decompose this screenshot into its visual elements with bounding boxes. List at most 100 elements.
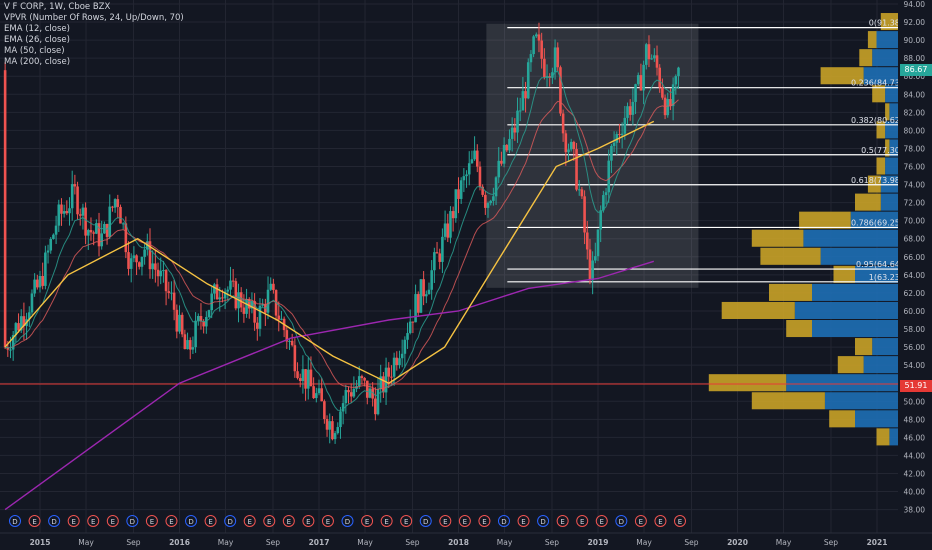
candle-body	[484, 194, 487, 208]
candle-body	[183, 334, 187, 350]
dividend-marker	[9, 515, 21, 527]
candle-body	[78, 214, 82, 216]
candle-body	[398, 358, 401, 366]
candle-body	[634, 84, 637, 102]
candle-body	[403, 339, 407, 354]
event-marker-label: E	[150, 518, 154, 526]
earnings-marker	[674, 515, 686, 527]
price-axis-label: 80.00	[904, 126, 926, 135]
time-axis-label: 2016	[169, 538, 190, 547]
dividend-marker	[537, 515, 550, 527]
candle-body	[564, 133, 568, 153]
candle-body	[459, 180, 463, 199]
candle-body	[561, 113, 565, 134]
candle-body	[315, 393, 318, 399]
price-axis-label: 60.00	[904, 307, 926, 316]
legend-indicator-ema26[interactable]: EMA (26, close)	[4, 35, 70, 45]
candle-body	[164, 270, 168, 292]
volume-profile-down-bar	[885, 103, 890, 121]
volume-profile-down-bar	[820, 67, 864, 85]
price-axis-label: 74.00	[904, 181, 926, 190]
event-marker-label: D	[12, 518, 17, 526]
candle-body	[100, 233, 104, 247]
candle-body	[344, 390, 348, 404]
candle-body	[534, 34, 538, 37]
candle-body	[156, 269, 160, 277]
legend-indicator-vpvr[interactable]: VPVR (Number Of Rows, 24, Up/Down, 70)	[4, 13, 184, 23]
event-marker-label: E	[326, 518, 330, 526]
legend-indicator-ma200[interactable]: MA (200, close)	[4, 57, 71, 67]
event-marker-label: E	[560, 518, 564, 526]
earnings-marker	[106, 515, 119, 527]
candle-body	[650, 58, 653, 60]
candle-body	[347, 390, 350, 393]
candle-body	[677, 67, 680, 77]
candle-body	[218, 297, 222, 300]
candle-body	[175, 309, 179, 332]
volume-profile-up-bar	[880, 175, 898, 193]
candle-body	[628, 106, 632, 115]
candle-body	[253, 301, 256, 323]
volume-profile-up-bar	[889, 139, 898, 157]
volume-profile-up-bar	[824, 392, 898, 410]
price-axis-label: 90.00	[904, 36, 926, 45]
volume-profile-up-bar	[850, 211, 898, 229]
earnings-marker	[556, 515, 569, 527]
candle-body	[272, 283, 275, 291]
candle-body	[408, 321, 412, 334]
event-marker-label: D	[345, 518, 350, 526]
candle-body	[65, 211, 69, 214]
legend-indicator-ema12[interactable]: EMA (12, close)	[4, 24, 70, 34]
candle-body	[433, 252, 436, 271]
candle-body	[33, 279, 36, 294]
candle-body	[674, 76, 678, 85]
candle-body	[97, 223, 101, 247]
candle-body	[516, 110, 519, 133]
earnings-marker	[302, 515, 315, 527]
legend-symbol: V F CORP, 1W, Cboe BZX	[4, 2, 111, 12]
candle-body	[62, 211, 66, 214]
candle-body	[188, 340, 192, 350]
event-marker-label: E	[267, 518, 271, 526]
candle-body	[382, 376, 385, 393]
candle-body	[38, 276, 42, 288]
volume-profile-up-bar	[786, 374, 898, 392]
candle-body	[312, 386, 315, 399]
candle-body	[559, 67, 562, 114]
event-marker-label: E	[521, 518, 525, 526]
earnings-marker	[361, 515, 374, 527]
candle-body	[89, 230, 93, 233]
volume-profile-up-bar	[863, 67, 898, 85]
earnings-marker	[282, 515, 295, 527]
time-axis-label: May	[78, 538, 94, 547]
candle-body	[518, 110, 522, 112]
volume-profile-down-bar	[708, 374, 787, 392]
candle-body	[462, 176, 466, 181]
candle-body	[194, 320, 197, 348]
candle-body	[325, 419, 329, 430]
volume-profile-up-bar	[876, 31, 898, 49]
legend-indicator-ma50[interactable]: MA (50, close)	[4, 46, 65, 56]
candle-body	[489, 200, 492, 204]
candle-body	[223, 291, 227, 299]
volume-profile-down-bar	[872, 85, 886, 103]
price-axis-label: 56.00	[904, 343, 926, 352]
candle-body	[196, 316, 200, 321]
candle-body	[108, 206, 112, 237]
candle-body	[234, 281, 238, 309]
candle-body	[526, 62, 530, 99]
candle-body	[569, 141, 573, 150]
candle-body	[623, 117, 627, 134]
candle-body	[191, 347, 195, 350]
event-marker-label: D	[188, 518, 193, 526]
candle-body	[669, 99, 672, 107]
earnings-marker	[321, 515, 334, 527]
price-axis-label: 38.00	[904, 506, 926, 515]
candle-body	[143, 249, 146, 257]
earnings-marker	[28, 515, 41, 527]
earnings-marker	[87, 515, 100, 527]
candle-body	[9, 349, 12, 351]
candle-body	[178, 314, 181, 332]
candle-body	[113, 199, 117, 208]
